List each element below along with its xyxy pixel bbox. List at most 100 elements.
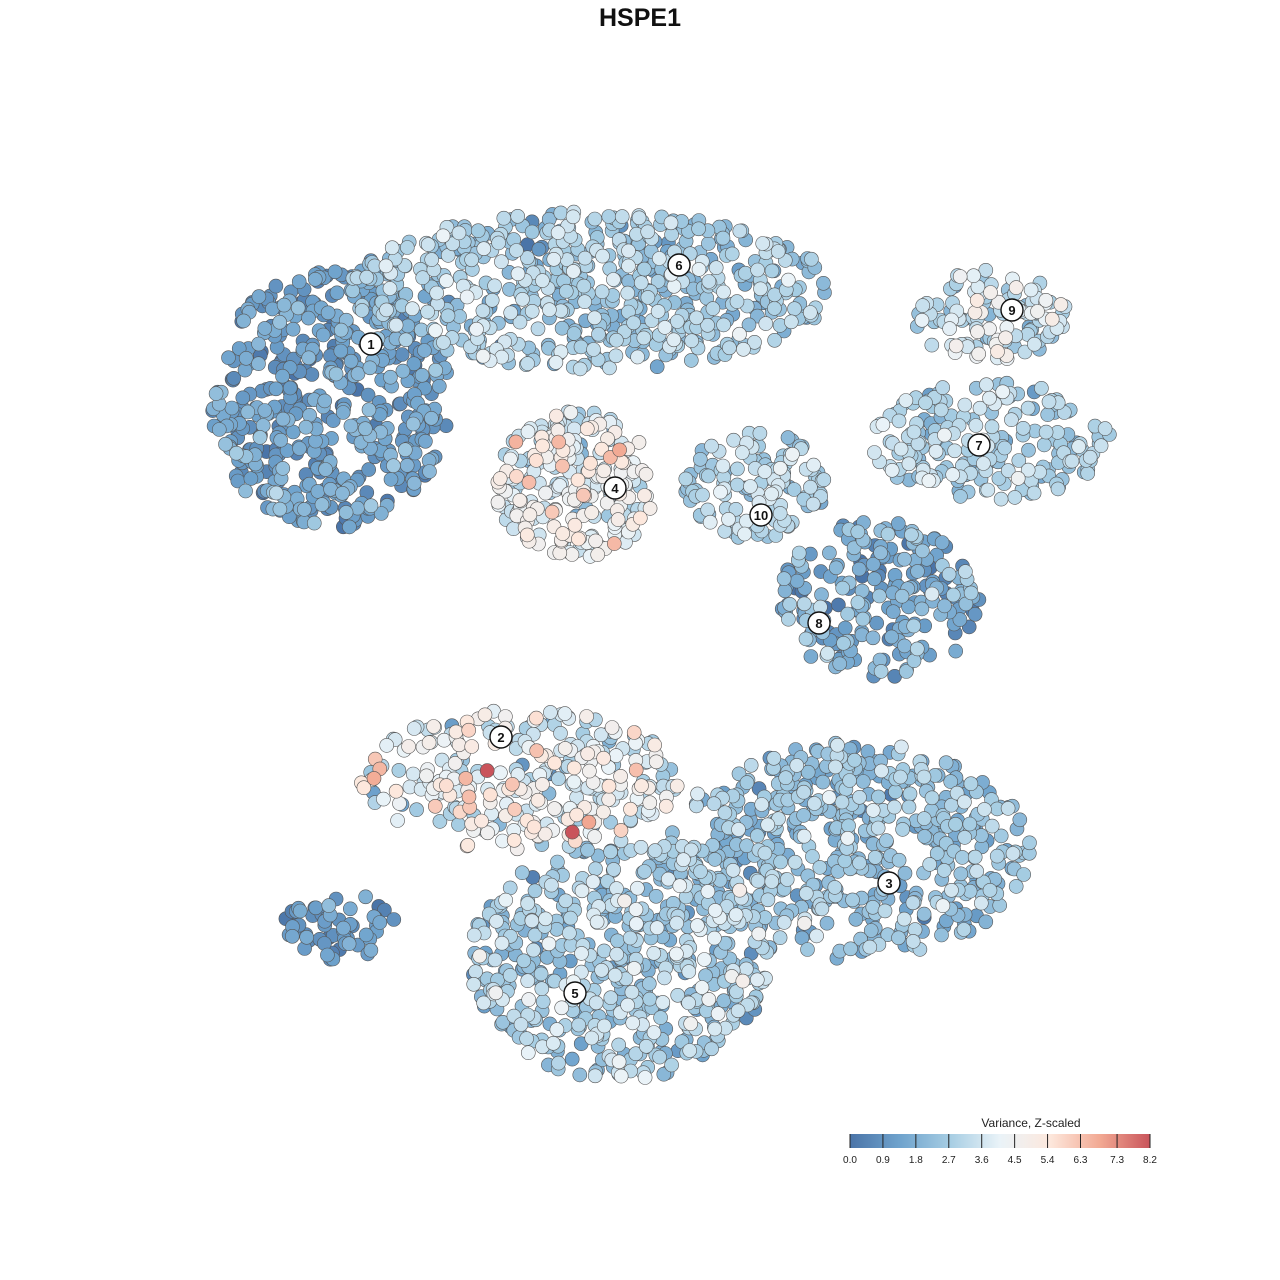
cell-point: [894, 588, 910, 604]
cell-point: [747, 334, 762, 350]
cell-point: [869, 615, 885, 631]
cell-point: [963, 776, 979, 792]
cell-point: [725, 862, 741, 878]
cell-point: [798, 631, 814, 647]
cell-point: [461, 722, 477, 738]
cell-point: [335, 405, 351, 420]
cell-point: [670, 987, 686, 1003]
cell-point: [888, 784, 903, 800]
cell-point: [715, 458, 731, 474]
cell-point: [646, 1025, 662, 1040]
cell-point: [458, 771, 474, 786]
cell-point: [1053, 297, 1069, 312]
cell-point: [938, 755, 954, 771]
cell-point: [805, 496, 821, 512]
cell-point: [676, 852, 691, 868]
cell-point: [520, 424, 536, 440]
cell-point: [549, 1022, 565, 1037]
cell-point: [772, 506, 788, 521]
cell-point: [427, 798, 443, 814]
cell-point: [979, 377, 994, 393]
cell-point: [657, 970, 672, 986]
cell-point: [320, 947, 335, 963]
cell-point: [998, 330, 1013, 346]
cell-point: [624, 984, 640, 1000]
cell-point: [296, 502, 312, 517]
cell-point: [496, 210, 512, 226]
cell-point: [924, 337, 940, 353]
cell-point: [874, 763, 889, 779]
cell-point: [440, 308, 456, 324]
cell-point: [401, 739, 416, 754]
cell-point: [509, 469, 524, 484]
cell-point: [577, 250, 593, 266]
cell-point: [620, 285, 636, 301]
cell-point: [495, 1014, 511, 1030]
cell-point: [574, 946, 589, 961]
cell-point: [683, 1016, 699, 1032]
cell-point: [235, 390, 251, 406]
cell-point: [587, 310, 602, 326]
cell-point: [301, 310, 316, 326]
cluster-label-6: 6: [667, 253, 691, 277]
cell-point: [867, 850, 883, 865]
cell-point: [226, 370, 242, 386]
cell-point: [519, 1031, 534, 1046]
cell-point: [658, 798, 674, 814]
cell-point: [760, 892, 776, 908]
cell-point: [728, 907, 744, 923]
cell-point: [798, 886, 814, 901]
cell-point: [529, 743, 545, 759]
cell-point: [957, 830, 973, 845]
cell-point: [439, 778, 454, 793]
cell-point: [972, 400, 988, 416]
cell-point: [713, 484, 728, 500]
cell-point: [543, 705, 558, 720]
cell-point: [873, 664, 889, 679]
cell-point: [1097, 421, 1113, 436]
cell-point: [596, 804, 611, 820]
cell-point: [577, 294, 593, 310]
cell-point: [922, 857, 938, 872]
cell-point: [272, 501, 288, 517]
cell-point: [564, 547, 580, 562]
cell-point: [1040, 407, 1055, 422]
cell-point: [292, 441, 307, 456]
cell-point: [666, 332, 682, 348]
cell-point: [945, 467, 961, 482]
cell-point: [707, 903, 723, 918]
cell-point: [989, 848, 1005, 864]
cell-point: [716, 317, 731, 333]
cell-point: [891, 413, 907, 429]
color-legend: Variance, Z-scaled 0.0 0.9 1.8 2.7 3.6 4.5 5.4…: [843, 1116, 1157, 1166]
cell-point: [944, 882, 959, 898]
cell-point: [551, 771, 566, 787]
cell-point: [439, 273, 454, 289]
cell-point: [519, 527, 535, 543]
cell-point: [904, 527, 919, 543]
cell-point: [329, 285, 345, 301]
cell-point: [257, 321, 273, 336]
legend-color-bar: [850, 1134, 1150, 1148]
cell-point: [995, 384, 1011, 400]
cell-point: [1044, 311, 1060, 327]
cell-point: [576, 278, 592, 294]
cell-point: [1020, 400, 1036, 416]
cell-point: [1050, 481, 1066, 497]
cell-point: [595, 248, 610, 264]
cell-point: [937, 598, 952, 614]
cell-point: [587, 211, 603, 227]
cluster-label-2: 2: [489, 725, 513, 749]
cell-point: [948, 338, 964, 354]
cell-point: [273, 432, 289, 448]
cell-point: [782, 596, 798, 612]
cell-point: [409, 802, 424, 818]
cell-point: [636, 330, 652, 346]
cell-point: [611, 1037, 627, 1053]
cell-point: [609, 946, 625, 962]
cell-point: [608, 748, 624, 763]
legend-tick-label: 1.8: [909, 1155, 923, 1166]
cluster-label-badge: [667, 253, 691, 277]
cell-point: [557, 741, 573, 756]
cell-point: [884, 629, 899, 645]
